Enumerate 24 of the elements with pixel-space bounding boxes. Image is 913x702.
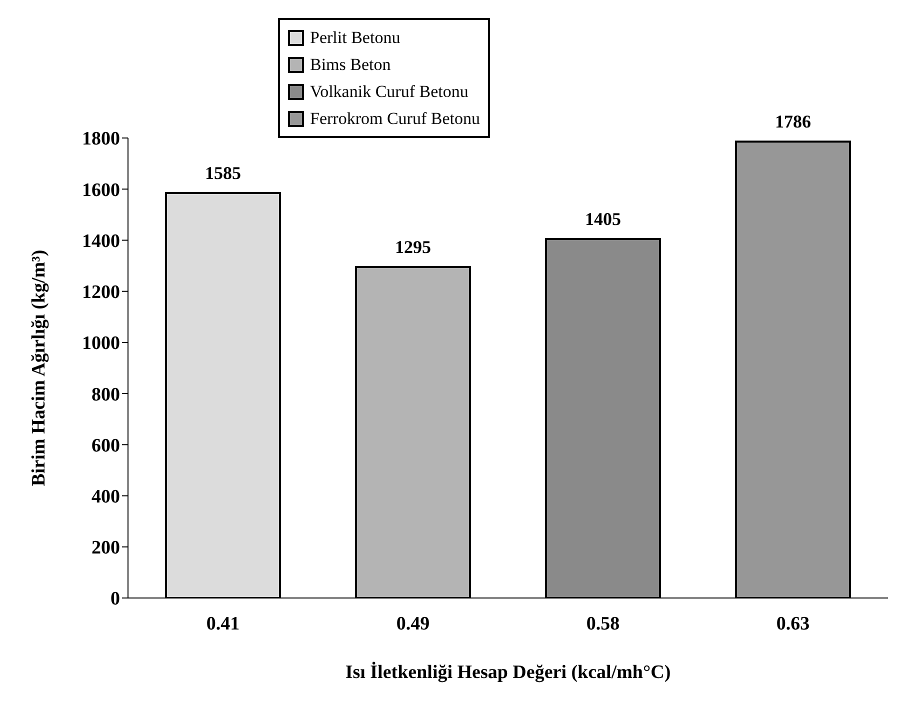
y-tick-label: 0 — [110, 588, 120, 610]
x-tick-label: 0.41 — [206, 613, 240, 634]
data-label: 1405 — [585, 208, 621, 229]
x-tick-label: 0.58 — [586, 613, 620, 634]
x-tick-label: 0.49 — [396, 613, 430, 634]
legend-label: Volkanik Curuf Betonu — [309, 81, 470, 103]
y-tick-label: 200 — [92, 538, 120, 559]
data-label: 1295 — [395, 237, 431, 258]
y-tick-label: 800 — [92, 384, 120, 406]
data-label: 1786 — [775, 112, 811, 132]
y-tick-label: 1200 — [82, 282, 120, 304]
y-tick-label: 1000 — [82, 333, 120, 354]
legend-label: Perlit Betonu — [309, 27, 402, 49]
legend-label: Bims Beton — [309, 54, 392, 76]
y-tick-label: 400 — [92, 486, 120, 508]
legend-label: Ferrokrom Curuf Betonu — [309, 108, 480, 130]
y-tick-label: 1600 — [82, 180, 120, 201]
data-label: 1585 — [205, 162, 241, 183]
x-axis-title: Isı İletkenliği Hesap Değeri (kcal/mh°C) — [345, 661, 671, 683]
x-tick-label: 0.63 — [776, 613, 810, 634]
y-tick-label: 1400 — [82, 230, 120, 252]
y-axis-title: Birim Hacim Ağırlığı (kg/m³) — [28, 250, 50, 486]
y-tick-label: 600 — [92, 435, 120, 456]
y-tick-label: 1800 — [82, 128, 120, 150]
